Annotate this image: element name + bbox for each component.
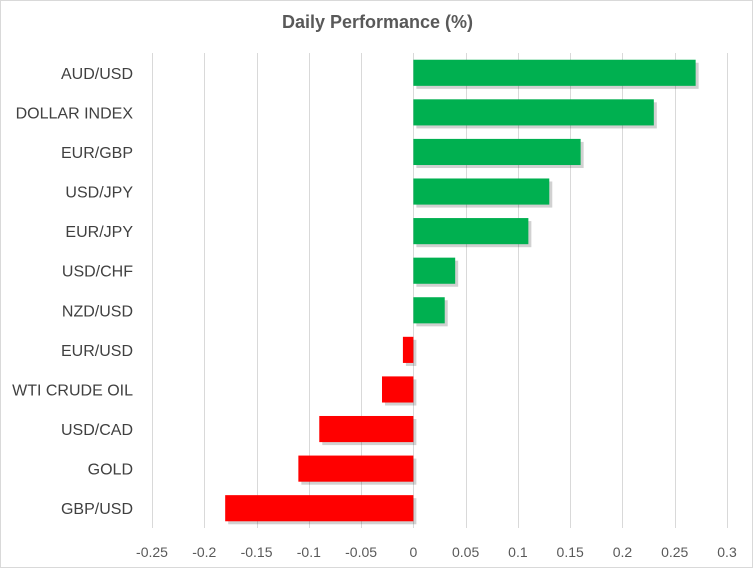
category-label: DOLLAR INDEX bbox=[16, 105, 134, 122]
grid-layer bbox=[152, 53, 728, 528]
x-tick-label: -0.2 bbox=[192, 544, 216, 560]
category-label: WTI CRUDE OIL bbox=[12, 382, 133, 399]
chart-title: Daily Performance (%) bbox=[281, 12, 474, 32]
bar-eur-jpy bbox=[413, 218, 529, 245]
category-label: EUR/JPY bbox=[65, 224, 133, 241]
bar-layer bbox=[225, 59, 699, 525]
category-label: GBP/USD bbox=[61, 501, 133, 518]
x-tick-label: -0.15 bbox=[241, 544, 273, 560]
x-axis-tick-labels: -0.25 -0.2 -0.15 -0.1 -0.05 0 0.05 0.1 0.15 0.2 0.… bbox=[136, 544, 737, 560]
bar-eur-gbp bbox=[413, 138, 581, 166]
bar-eur-usd bbox=[402, 336, 414, 363]
x-tick-label: 0 bbox=[409, 544, 417, 560]
category-label: AUD/USD bbox=[61, 66, 133, 83]
x-tick-label: 0.3 bbox=[717, 544, 737, 560]
category-label: NZD/USD bbox=[62, 303, 133, 320]
x-tick-label: -0.25 bbox=[136, 544, 168, 560]
category-label: GOLD bbox=[88, 462, 133, 479]
x-tick-label: 0.15 bbox=[557, 544, 584, 560]
category-label: USD/CHF bbox=[62, 264, 133, 281]
x-tick-label: -0.05 bbox=[345, 544, 377, 560]
bar-dollar-index bbox=[413, 99, 654, 126]
x-tick-label: 0.25 bbox=[661, 544, 688, 560]
bar-wti-crude-oil bbox=[382, 376, 414, 403]
bar-aud-usd bbox=[413, 59, 696, 86]
x-tick-label: 0.1 bbox=[508, 544, 528, 560]
bar-usd-jpy bbox=[413, 178, 550, 205]
category-label: EUR/GBP bbox=[61, 145, 133, 162]
x-tick-label: -0.1 bbox=[297, 544, 321, 560]
bar-gold bbox=[298, 455, 414, 482]
category-label: USD/JPY bbox=[65, 185, 133, 202]
bar-usd-cad bbox=[319, 415, 414, 443]
x-tick-label: 0.05 bbox=[452, 544, 479, 560]
bar-nzd-usd bbox=[413, 297, 445, 324]
bar-gbp-usd bbox=[225, 495, 414, 522]
category-labels: AUD/USD DOLLAR INDEX EUR/GBP USD/JPY EUR/JPY… bbox=[12, 66, 133, 518]
bar-usd-chf bbox=[413, 257, 456, 284]
x-tick-label: 0.2 bbox=[613, 544, 633, 560]
category-label: EUR/USD bbox=[61, 343, 133, 360]
category-label: USD/CAD bbox=[61, 422, 133, 439]
